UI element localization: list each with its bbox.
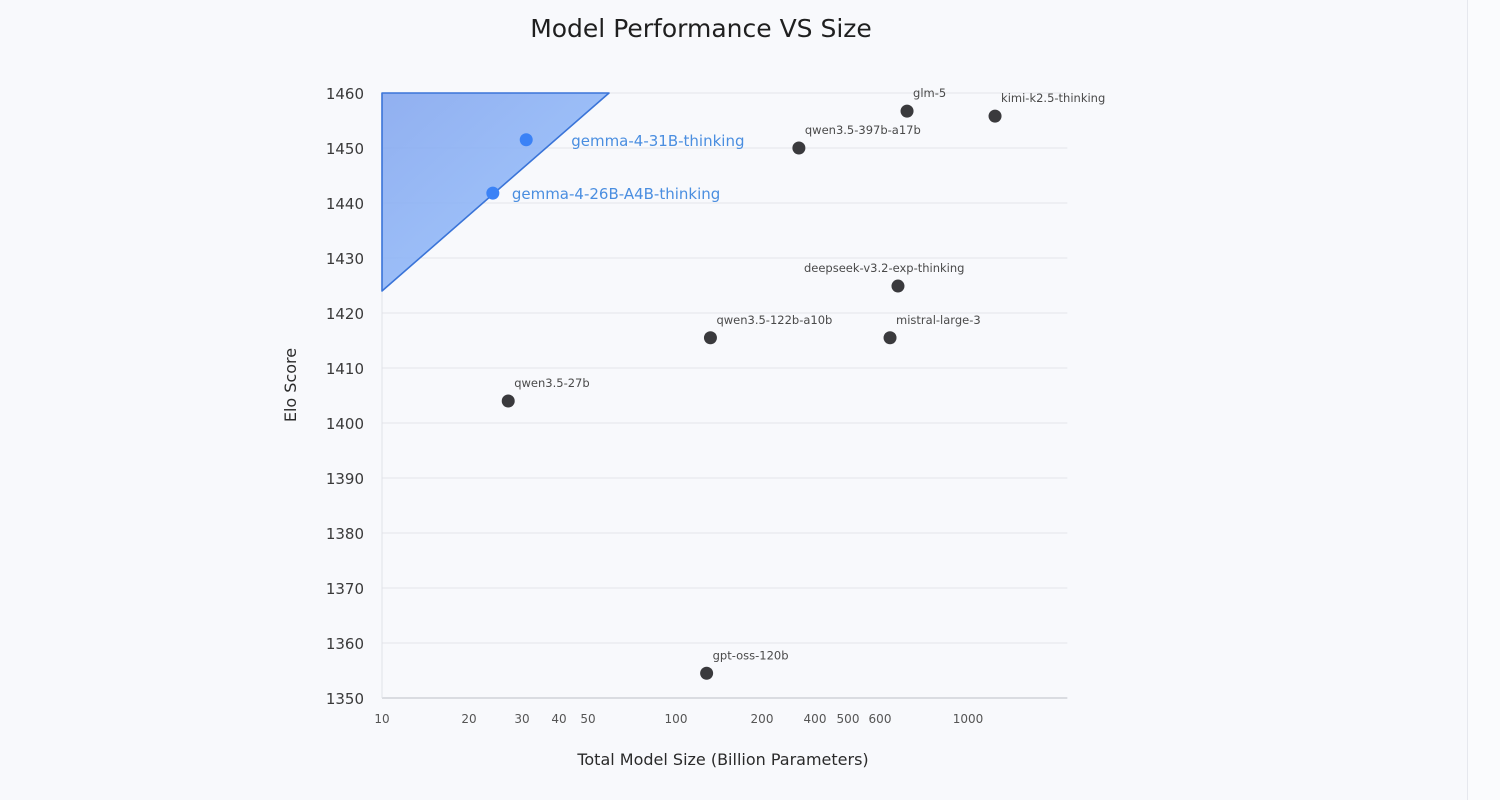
data-label: gemma-4-26B-A4B-thinking [512,185,720,203]
data-point-group: deepseek-v3.2-exp-thinking [804,261,965,293]
y-tick-label: 1380 [326,525,364,543]
x-tick-label: 20 [461,712,476,726]
data-label: qwen3.5-122b-a10b [716,313,832,327]
data-point[interactable] [519,133,533,147]
x-tick-label: 30 [514,712,529,726]
data-point[interactable] [883,331,897,345]
data-label: mistral-large-3 [896,313,981,327]
data-point[interactable] [988,109,1002,123]
x-tick-label: 10 [374,712,389,726]
y-tick-label: 1460 [326,85,364,103]
data-point-group: qwen3.5-122b-a10b [703,313,832,345]
data-label: gpt-oss-120b [713,648,789,662]
data-point[interactable] [703,331,717,345]
x-tick-label: 600 [869,712,892,726]
data-point-group: glm-5 [900,86,946,118]
data-point-group: kimi-k2.5-thinking [988,91,1105,123]
data-label: kimi-k2.5-thinking [1001,91,1105,105]
y-tick-label: 1410 [326,360,364,378]
data-label: deepseek-v3.2-exp-thinking [804,261,965,275]
page-edge [1467,0,1468,800]
data-point[interactable] [700,666,714,680]
x-tick-label: 100 [665,712,688,726]
x-tick-label: 500 [837,712,860,726]
y-tick-label: 1420 [326,305,364,323]
data-point[interactable] [891,279,905,293]
data-point-group: qwen3.5-27b [501,376,590,408]
y-tick-label: 1440 [326,195,364,213]
data-point-group: gpt-oss-120b [700,648,789,680]
y-tick-label: 1390 [326,470,364,488]
y-tick-label: 1370 [326,580,364,598]
y-tick-label: 1400 [326,415,364,433]
x-axis-label: Total Model Size (Billion Parameters) [576,750,868,769]
data-point[interactable] [486,186,500,200]
y-tick-label: 1450 [326,140,364,158]
chart-title: Model Performance VS Size [530,14,872,43]
data-point[interactable] [501,394,515,408]
y-tick-label: 1360 [326,635,364,653]
data-point-group: gemma-4-26B-A4B-thinking [486,185,720,203]
data-point[interactable] [900,104,914,118]
data-point[interactable] [792,141,806,155]
x-tick-label: 1000 [953,712,984,726]
data-point-group: gemma-4-31B-thinking [519,132,744,150]
x-tick-label: 400 [804,712,827,726]
x-tick-label: 40 [551,712,566,726]
data-point-group: mistral-large-3 [883,313,981,345]
page-margin [1468,0,1500,800]
x-tick-label: 50 [580,712,595,726]
data-label: qwen3.5-397b-a17b [805,123,921,137]
x-tick-label: 200 [751,712,774,726]
data-point-group: qwen3.5-397b-a17b [792,123,921,155]
y-axis-label: Elo Score [281,348,300,422]
data-label: glm-5 [913,86,946,100]
data-label: qwen3.5-27b [514,376,589,390]
y-tick-label: 1430 [326,250,364,268]
y-tick-label: 1350 [326,690,364,708]
data-label: gemma-4-31B-thinking [571,132,744,150]
